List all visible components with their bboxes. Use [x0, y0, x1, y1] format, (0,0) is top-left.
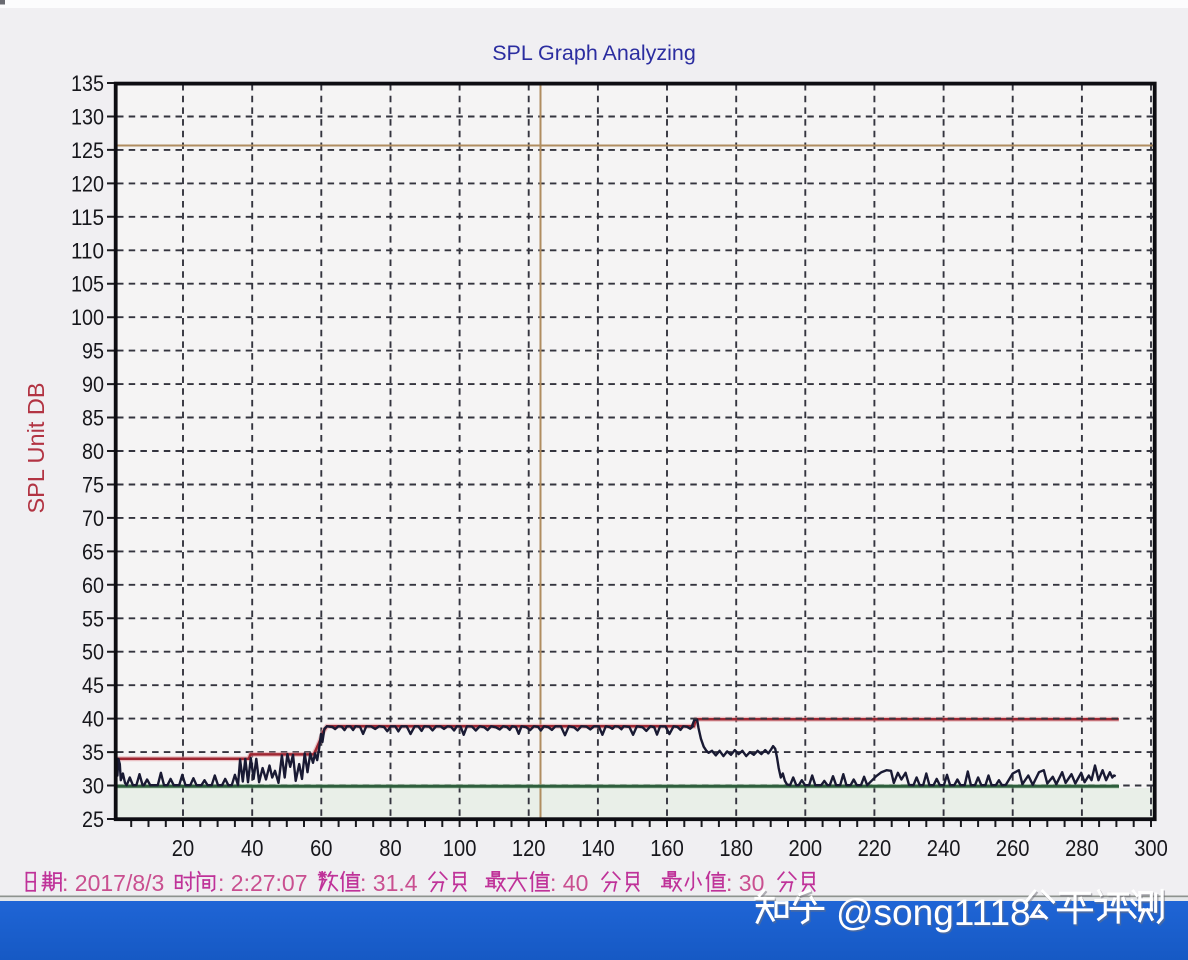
svg-text:@song1118: @song1118	[837, 894, 1032, 935]
svg-text:100: 100	[71, 305, 104, 330]
svg-text:: 30: : 30	[726, 870, 764, 896]
svg-text:20: 20	[172, 835, 194, 861]
svg-text:@song1118: @song1118	[836, 892, 1031, 933]
svg-text:50: 50	[82, 640, 104, 665]
svg-text:65: 65	[82, 539, 104, 564]
svg-text:110: 110	[71, 238, 104, 263]
svg-text:70: 70	[82, 506, 104, 531]
svg-text:120: 120	[512, 835, 546, 861]
svg-text:95: 95	[82, 339, 104, 364]
svg-text:260: 260	[996, 835, 1030, 861]
svg-text:30: 30	[82, 774, 104, 799]
svg-text:90: 90	[82, 372, 104, 397]
svg-text:280: 280	[1065, 835, 1099, 861]
svg-text:120: 120	[71, 171, 104, 196]
svg-text:55: 55	[82, 606, 104, 631]
svg-text:60: 60	[82, 573, 104, 598]
svg-text:85: 85	[82, 406, 104, 431]
svg-text:135: 135	[71, 71, 104, 96]
svg-text:100: 100	[443, 835, 477, 861]
svg-text:130: 130	[71, 105, 104, 130]
svg-text:160: 160	[650, 835, 684, 861]
svg-text:: 2017/8/3: : 2017/8/3	[62, 870, 164, 896]
svg-text:80: 80	[379, 835, 401, 861]
svg-text:: 40: : 40	[550, 870, 588, 896]
svg-text:35: 35	[82, 740, 104, 765]
svg-text:45: 45	[82, 673, 104, 698]
svg-text:115: 115	[71, 205, 104, 230]
svg-text:140: 140	[581, 835, 615, 861]
svg-text:SPL Graph Analyzing: SPL Graph Analyzing	[492, 41, 696, 65]
svg-text:220: 220	[858, 835, 892, 861]
svg-text:: 31.4: : 31.4	[360, 870, 418, 896]
svg-text:300: 300	[1134, 835, 1168, 861]
svg-text:105: 105	[71, 272, 104, 297]
svg-text:80: 80	[82, 439, 104, 464]
svg-text:25: 25	[82, 807, 104, 832]
svg-text:200: 200	[789, 835, 823, 861]
svg-text:40: 40	[82, 707, 104, 732]
svg-text:125: 125	[71, 138, 104, 163]
svg-text:: 2:27:07: : 2:27:07	[218, 870, 308, 896]
svg-text:75: 75	[82, 473, 104, 498]
svg-text:180: 180	[719, 835, 753, 861]
svg-text:240: 240	[927, 835, 961, 861]
svg-text:40: 40	[241, 835, 263, 861]
svg-text:60: 60	[310, 835, 332, 861]
svg-text:SPL Unit DB: SPL Unit DB	[23, 382, 49, 513]
